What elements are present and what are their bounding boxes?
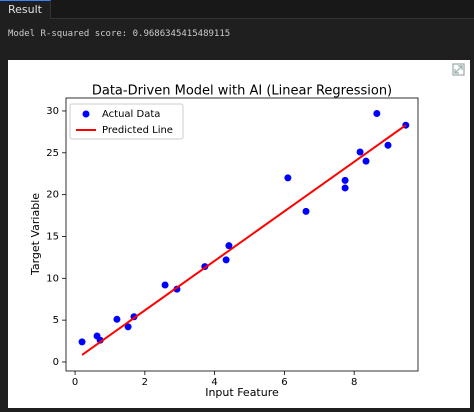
tab-bar: Result <box>0 0 474 19</box>
y-tick-label: 10 <box>46 273 59 284</box>
legend-swatch <box>82 110 90 118</box>
output-text: Model R-squared score: 0.968634541548911… <box>8 29 231 39</box>
data-point <box>78 338 86 346</box>
data-point <box>161 281 169 289</box>
x-tick-label: 4 <box>211 377 217 388</box>
y-axis-label: Target Variable <box>29 193 42 276</box>
data-point <box>384 141 392 149</box>
y-tick-label: 20 <box>46 190 59 201</box>
y-tick-label: 0 <box>53 357 59 368</box>
legend-label: Actual Data <box>102 109 160 120</box>
data-point <box>124 323 132 331</box>
expand-icon[interactable] <box>452 63 465 76</box>
data-point <box>356 148 364 156</box>
data-point <box>113 315 121 323</box>
data-point <box>284 174 292 182</box>
data-point <box>341 176 349 184</box>
x-tick-label: 8 <box>351 377 357 388</box>
data-point <box>341 184 349 192</box>
data-point <box>362 157 370 165</box>
data-point <box>222 256 230 264</box>
chart-title: Data-Driven Model with AI (Linear Regres… <box>92 84 392 99</box>
expand-box[interactable] <box>452 63 465 76</box>
data-point <box>302 207 310 215</box>
x-axis-label: Input Feature <box>205 386 279 399</box>
y-tick-label: 5 <box>53 315 59 326</box>
chart: Data-Driven Model with AI (Linear Regres… <box>29 63 465 399</box>
y-tick-label: 25 <box>46 148 59 159</box>
y-tick-label: 15 <box>46 231 59 242</box>
figure-panel: Data-Driven Model with AI (Linear Regres… <box>8 60 470 408</box>
x-tick-label: 0 <box>72 377 78 388</box>
expand-arrows[interactable] <box>454 65 463 74</box>
tab[interactable]: Result <box>0 0 51 19</box>
data-point <box>373 109 381 117</box>
x-tick-label: 2 <box>142 377 148 388</box>
x-tick-label: 6 <box>281 377 287 388</box>
plot-frame <box>65 97 419 372</box>
legend-label: Predicted Line <box>102 125 173 136</box>
regression-line <box>81 124 407 356</box>
legend-box <box>69 103 184 140</box>
y-tick-label: 30 <box>46 106 59 117</box>
data-point <box>225 242 233 250</box>
